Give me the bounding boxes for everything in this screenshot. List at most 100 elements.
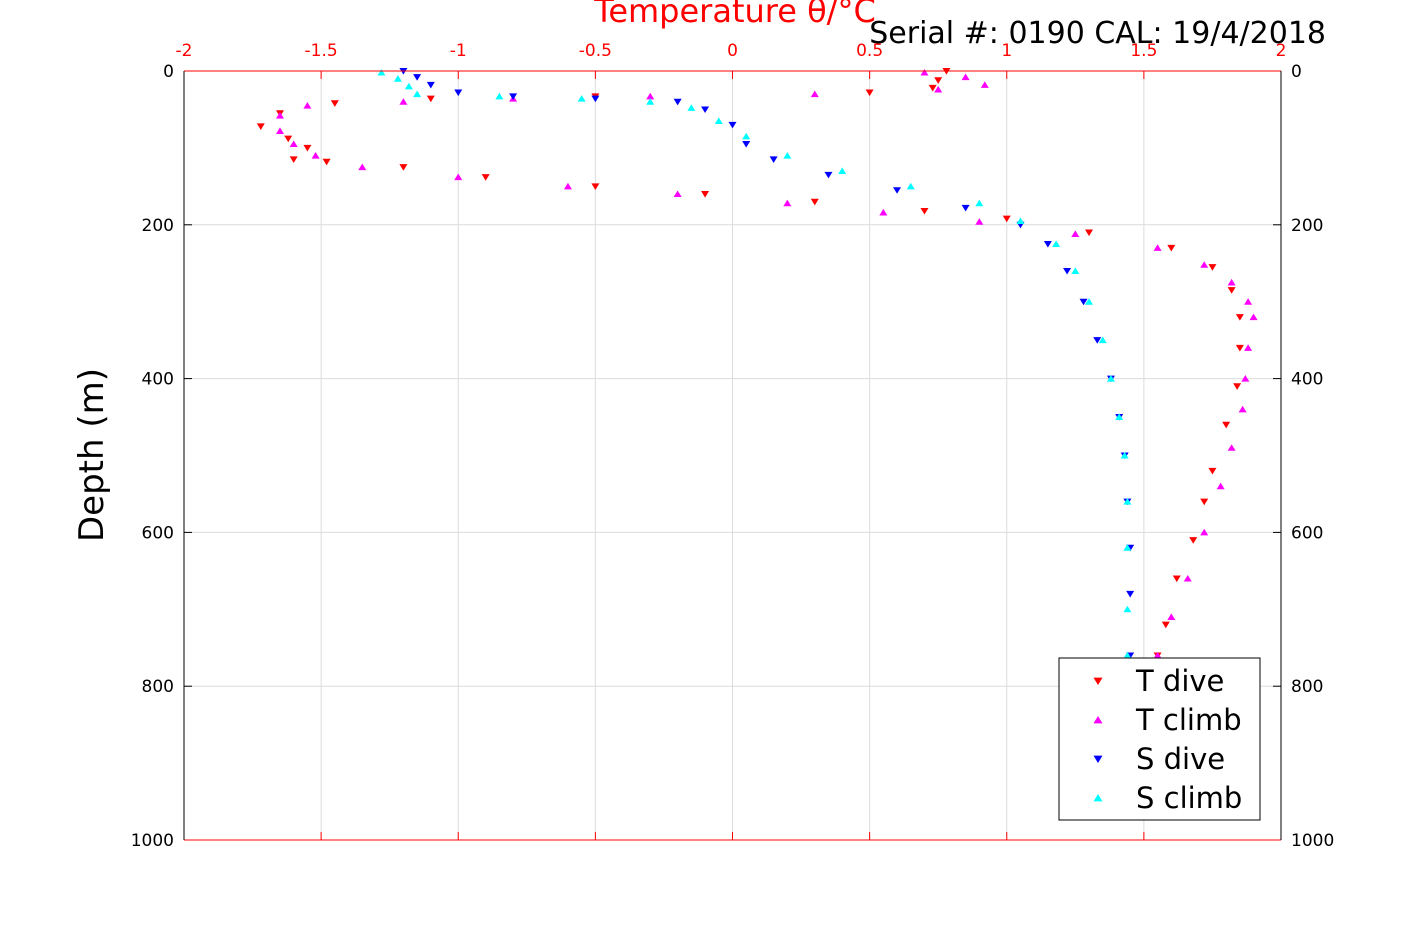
data-point [1123,498,1132,505]
y-tick-label-right: 800 [1291,677,1323,697]
x-tick-label: 1.5 [1130,41,1157,61]
data-point [1079,298,1088,306]
data-point [1227,444,1236,451]
y-tick-label-right: 600 [1291,523,1323,543]
data-point [413,90,422,98]
data-point [893,187,902,194]
data-point [783,151,792,159]
data-point [961,204,970,212]
data-point [1227,287,1236,294]
data-point [358,163,367,171]
data-point [289,156,298,164]
data-point [1241,375,1250,382]
data-point [975,199,984,207]
x-tick-label: 2 [1276,41,1287,61]
data-point [404,82,413,90]
data-point [928,84,937,92]
data-point [1071,267,1080,274]
data-point [1235,314,1244,321]
data-point [1167,613,1176,620]
y-axis-label: Depth (m) [72,368,112,542]
y-tick-label-left: 200 [142,216,174,236]
data-point [481,174,490,181]
data-point [673,190,682,198]
data-point [783,199,792,207]
data-point [399,164,408,171]
data-point [1167,244,1176,252]
data-point [454,173,463,181]
data-point [284,135,293,143]
y-tick-label-right: 0 [1291,62,1302,82]
data-point [742,132,751,140]
data-point [454,89,463,97]
data-point [1093,337,1102,344]
data-point [1238,405,1247,413]
data-point [330,100,339,107]
data-point [980,81,989,88]
y-tick-label-left: 600 [142,523,174,543]
data-point [303,102,312,109]
data-point [824,171,833,179]
legend-label: S dive [1136,742,1225,776]
data-point [1016,217,1025,224]
data-point [1106,375,1115,382]
data-point [920,207,929,215]
y-tick-label-left: 800 [142,677,174,697]
data-point [1153,244,1162,251]
data-point [1153,651,1162,659]
data-point [1098,336,1107,344]
data-point [1200,498,1209,506]
x-tick-label: -1.5 [305,41,338,61]
y-tick-label-left: 0 [163,62,174,82]
series-s-climb [377,68,1132,659]
data-point [1002,215,1011,223]
data-point [975,218,984,225]
data-point [311,151,320,159]
data-point [961,73,970,81]
data-point [646,98,655,105]
data-point [879,208,888,216]
data-point [413,74,422,81]
data-point [509,93,518,100]
legend-marker [1093,793,1103,802]
series-layer [256,68,1258,660]
data-point [591,183,600,190]
data-point [275,127,284,134]
data-point [1244,298,1253,305]
data-point [1161,621,1170,629]
y-tick-label-right: 1000 [1291,831,1334,851]
data-point [1123,605,1132,613]
legend-marker [1093,715,1103,724]
data-point [687,104,696,111]
legend-label: T climb [1135,703,1242,737]
data-point [426,81,435,89]
data-point [591,95,600,103]
x-tick-label: -2 [176,41,193,61]
data-point [399,98,408,105]
legend-marker [1093,677,1103,686]
data-point [1183,574,1192,582]
data-point [1208,467,1217,475]
data-point [1227,278,1236,286]
axes [183,70,1282,841]
data-point [920,68,929,76]
data-point [377,68,386,76]
data-point [934,85,943,93]
legend-marker [1093,755,1103,764]
data-point [673,98,682,106]
data-point [1208,264,1217,271]
y-tick-label-left: 1000 [131,831,174,851]
data-point [906,182,915,190]
data-point [1120,451,1129,459]
data-point [701,191,710,198]
x-tick-label: 1 [1001,41,1012,61]
data-point [1172,575,1181,583]
data-point [393,75,402,82]
data-point [289,140,298,148]
data-point [1244,344,1253,351]
data-point [1085,298,1094,305]
data-point [303,144,312,152]
data-point [728,121,737,129]
data-point [1043,241,1052,248]
